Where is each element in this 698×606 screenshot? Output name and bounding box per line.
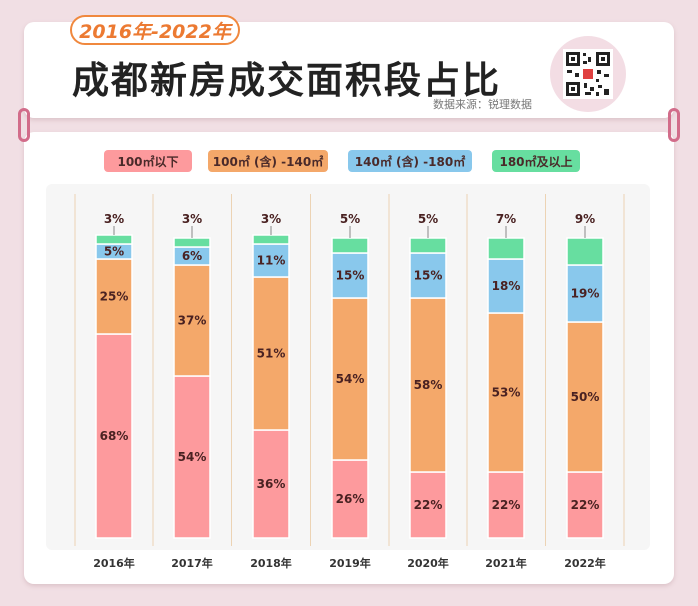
x-tick-label: 2016年 bbox=[93, 556, 135, 570]
bar-segment bbox=[487, 471, 525, 539]
bar-segment bbox=[173, 264, 211, 377]
bar-segment bbox=[331, 252, 369, 299]
binder-ring-left bbox=[18, 108, 30, 142]
data-label: 19% bbox=[571, 287, 600, 301]
data-label: 11% bbox=[257, 254, 286, 268]
x-tick-label: 2017年 bbox=[171, 556, 213, 570]
data-label: 5% bbox=[340, 212, 360, 226]
data-label: 15% bbox=[336, 269, 365, 283]
bar-segment bbox=[95, 333, 133, 539]
data-label: 15% bbox=[414, 269, 443, 283]
data-label: 9% bbox=[575, 212, 595, 226]
bar-segment bbox=[566, 237, 604, 266]
bar-segment bbox=[252, 429, 290, 539]
bar-segment bbox=[173, 375, 211, 539]
data-label: 3% bbox=[261, 212, 281, 226]
x-tick-label: 2019年 bbox=[329, 556, 371, 570]
bar-segment bbox=[487, 258, 525, 314]
bar-segment bbox=[409, 297, 447, 473]
legend-item-under-100: 100㎡以下 bbox=[104, 150, 192, 172]
bar-segment bbox=[252, 234, 290, 245]
x-tick-label: 2022年 bbox=[564, 556, 606, 570]
x-tick-label: 2018年 bbox=[250, 556, 292, 570]
bar-segment bbox=[173, 237, 211, 248]
data-label: 54% bbox=[336, 372, 365, 386]
bar-segment bbox=[566, 471, 604, 539]
data-label: 26% bbox=[336, 492, 365, 506]
legend-item-140-180: 140㎡ (含) -180㎡ bbox=[348, 150, 472, 172]
bar-segment bbox=[409, 237, 447, 254]
data-label: 51% bbox=[257, 347, 286, 361]
bar-segment bbox=[487, 312, 525, 473]
data-label: 36% bbox=[257, 477, 286, 491]
page-title: 成都新房成交面积段占比 bbox=[72, 59, 501, 102]
data-label: 53% bbox=[492, 386, 521, 400]
bar-segment bbox=[409, 471, 447, 539]
bar-segment bbox=[331, 237, 369, 254]
bar-segment bbox=[409, 252, 447, 299]
data-label: 25% bbox=[100, 290, 129, 304]
data-label: 5% bbox=[104, 245, 124, 259]
bar-segment bbox=[252, 243, 290, 278]
data-label: 5% bbox=[418, 212, 438, 226]
binder-ring-right bbox=[668, 108, 680, 142]
data-label: 3% bbox=[182, 212, 202, 226]
legend-item-180-plus: 180㎡及以上 bbox=[492, 150, 580, 172]
data-label: 58% bbox=[414, 378, 443, 392]
data-label: 50% bbox=[571, 390, 600, 404]
x-tick-label: 2021年 bbox=[485, 556, 527, 570]
data-label: 6% bbox=[182, 249, 202, 263]
data-label: 37% bbox=[178, 314, 207, 328]
bar-segment bbox=[95, 234, 133, 245]
data-label: 68% bbox=[100, 429, 129, 443]
data-label: 7% bbox=[496, 212, 516, 226]
qr-code-icon bbox=[550, 36, 626, 112]
data-label: 3% bbox=[104, 212, 124, 226]
bar-segment bbox=[487, 237, 525, 260]
legend-item-100-140: 100㎡ (含) -140㎡ bbox=[208, 150, 328, 172]
data-label: 18% bbox=[492, 279, 521, 293]
data-label: 22% bbox=[492, 498, 521, 512]
data-label: 22% bbox=[414, 498, 443, 512]
year-range-badge: 2016年-2022年 bbox=[70, 15, 240, 45]
data-label: 54% bbox=[178, 450, 207, 464]
x-tick-label: 2020年 bbox=[407, 556, 449, 570]
data-label: 22% bbox=[571, 498, 600, 512]
data-source: 数据来源：锐理数据 bbox=[433, 98, 532, 111]
